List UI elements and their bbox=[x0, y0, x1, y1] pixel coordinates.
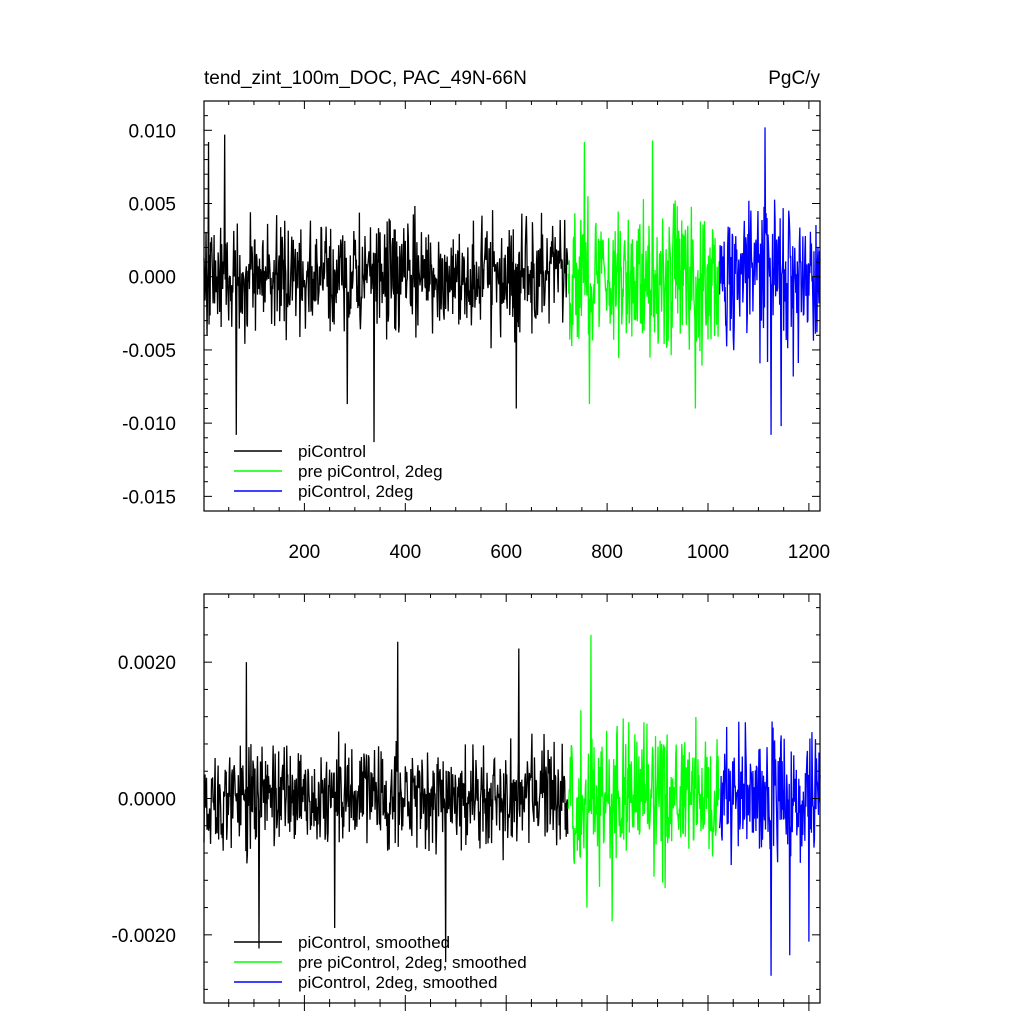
y-tick-label: -0.005 bbox=[122, 341, 176, 362]
legend-label: pre piControl, 2deg, smoothed bbox=[298, 953, 527, 972]
y-tick-label: -0.015 bbox=[122, 487, 176, 508]
y-tick-label: -0.010 bbox=[122, 414, 176, 435]
x-tick-label: 1200 bbox=[788, 542, 830, 563]
series-line-1 bbox=[203, 134, 569, 443]
legend-label: piControl, 2deg bbox=[298, 482, 413, 501]
series-line-3 bbox=[718, 127, 821, 435]
units-label: PgC/y bbox=[768, 68, 820, 89]
x-tick-label: 400 bbox=[389, 542, 421, 563]
top-plot-area: 200 400 600 800 1000 1200 -0.015 -0.010 -0.005 0.… bbox=[122, 100, 830, 563]
legend-label: piControl, 2deg, smoothed bbox=[298, 973, 497, 992]
y-tick-label: 0.0000 bbox=[118, 790, 176, 811]
chart-title: tend_zint_100m_DOC, PAC_49N-66N bbox=[204, 68, 527, 89]
x-tick-label: 800 bbox=[591, 542, 623, 563]
top-panel: tend_zint_100m_DOC, PAC_49N-66N PgC/y 20… bbox=[122, 68, 830, 563]
legend-label: piControl, smoothed bbox=[298, 933, 450, 952]
y-tick-label: 0.010 bbox=[128, 121, 176, 142]
series-line-1 bbox=[203, 641, 569, 963]
bottom-plot-area: -0.0020 0.0000 0.0020 bbox=[112, 593, 821, 1011]
legend-label: pre piControl, 2deg bbox=[298, 462, 443, 481]
series-line-3 bbox=[718, 721, 821, 976]
y-tick-label: 0.0020 bbox=[118, 653, 176, 674]
y-tick-label: -0.0020 bbox=[112, 926, 176, 947]
x-tick-label: 600 bbox=[490, 542, 522, 563]
x-tick-label: 200 bbox=[289, 542, 321, 563]
y-tick-label: 0.000 bbox=[128, 268, 176, 289]
y-tick-label: 0.005 bbox=[128, 195, 176, 216]
series-line-2 bbox=[567, 634, 720, 922]
legend-label: piControl bbox=[298, 442, 366, 461]
series-line-2 bbox=[567, 140, 720, 409]
x-tick-label: 1000 bbox=[687, 542, 729, 563]
